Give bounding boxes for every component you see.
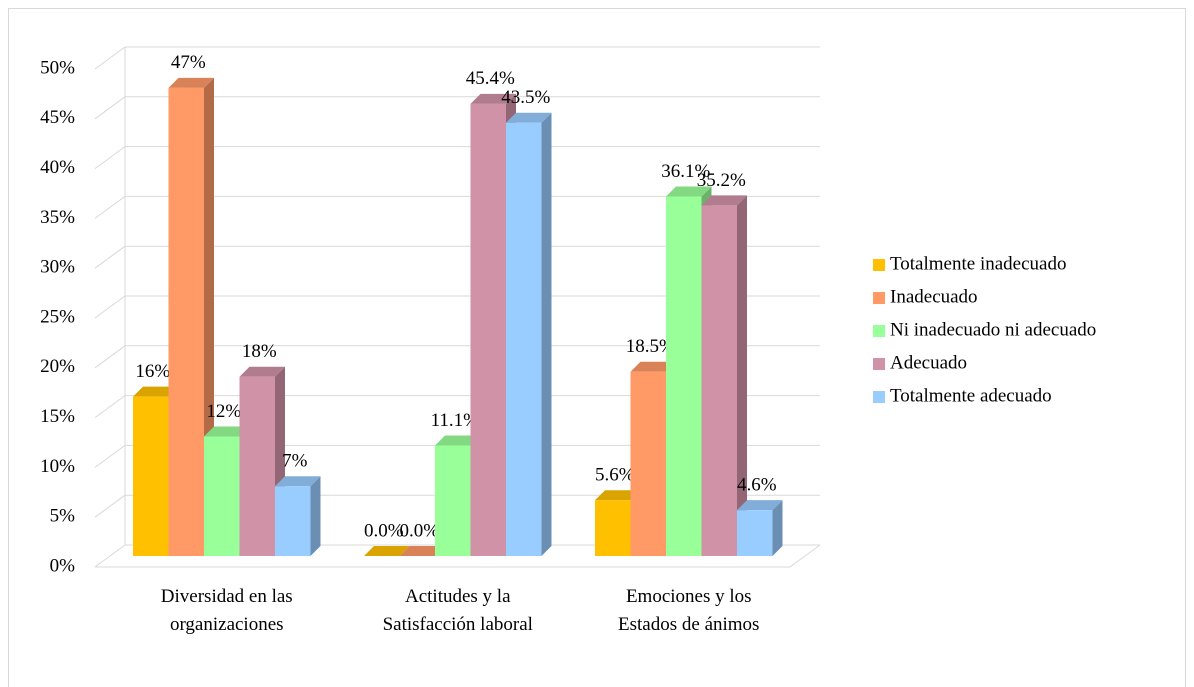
data-label: 5.6% xyxy=(595,465,635,486)
legend-label: Inadecuado xyxy=(890,286,978,307)
bar xyxy=(506,112,552,557)
y-tick-label: 0% xyxy=(50,555,76,576)
bar xyxy=(239,366,285,556)
y-tick-label: 40% xyxy=(40,157,75,178)
legend-label: Totalmente inadecuado xyxy=(890,253,1066,274)
bar-side xyxy=(310,476,321,556)
bar xyxy=(364,546,410,556)
y-tick-label: 15% xyxy=(40,406,75,427)
bar-top xyxy=(239,366,285,377)
grid-line-side xyxy=(94,195,126,219)
bar-side xyxy=(772,500,783,556)
bar-top xyxy=(470,93,516,104)
legend-swatch xyxy=(873,292,885,304)
y-tick-label: 25% xyxy=(40,306,75,327)
x-tick-label: Actitudes y la Satisfacción laboral xyxy=(383,586,533,635)
bar-top xyxy=(133,386,179,397)
grid-line-side xyxy=(94,444,126,468)
data-label: 35.2% xyxy=(697,170,746,191)
grid-line-side xyxy=(94,46,126,70)
bar-front xyxy=(168,87,204,556)
bar-front xyxy=(133,396,169,556)
bar-front xyxy=(701,205,737,556)
data-label: 12% xyxy=(206,401,241,422)
data-label: 36.1% xyxy=(661,161,710,182)
grid-line-side xyxy=(94,544,126,568)
y-tick-label: 20% xyxy=(40,356,75,377)
data-label: 4.6% xyxy=(737,475,777,496)
data-label: 16% xyxy=(135,361,170,382)
data-label: 45.4% xyxy=(466,68,515,89)
bar-front xyxy=(595,500,631,556)
bar-top xyxy=(737,500,783,511)
bar xyxy=(275,476,321,556)
data-label: 11.1% xyxy=(431,410,480,431)
y-tick-label: 45% xyxy=(40,107,75,128)
data-label: 18.5% xyxy=(626,336,675,357)
chart-border xyxy=(8,8,1186,687)
x-tick-label: Emociones y los Estados de ánimos xyxy=(618,586,759,635)
bar-front xyxy=(470,103,506,556)
legend-swatch xyxy=(873,259,885,271)
grid-line-side xyxy=(94,96,126,120)
bar-front xyxy=(666,196,702,556)
x-tick-label: Diversidad en las organizaciones xyxy=(161,586,293,635)
bar xyxy=(701,195,747,556)
bar-front xyxy=(275,486,311,556)
grid-line-side xyxy=(94,295,126,319)
bar-top xyxy=(595,490,641,501)
data-label: 0.0% xyxy=(364,520,404,541)
grid-line-side xyxy=(94,146,126,170)
data-label: 43.5% xyxy=(501,87,550,108)
y-tick-label: 30% xyxy=(40,257,75,278)
legend-label: Adecuado xyxy=(890,352,967,373)
bar-top xyxy=(701,195,747,206)
y-tick-label: 5% xyxy=(50,506,76,527)
grid-line-side xyxy=(94,494,126,518)
bar-top xyxy=(435,435,481,446)
legend-swatch xyxy=(873,358,885,370)
data-label: 0.0% xyxy=(399,520,439,541)
data-label: 18% xyxy=(242,341,277,362)
legend-swatch xyxy=(873,391,885,403)
y-tick-label: 50% xyxy=(40,57,75,78)
bar-side xyxy=(541,112,552,557)
grid-line-side xyxy=(94,395,126,419)
bar-front xyxy=(239,376,275,556)
bar-front xyxy=(506,122,542,557)
bar xyxy=(666,186,712,556)
legend-label: Totalmente adecuado xyxy=(890,385,1052,406)
legend-label: Ni inadecuado ni adecuado xyxy=(890,319,1096,340)
legend-swatch xyxy=(873,325,885,337)
bar-top xyxy=(630,361,676,372)
bar-top xyxy=(666,186,712,197)
y-tick-label: 35% xyxy=(40,207,75,228)
bar-top xyxy=(168,77,214,88)
bar-top xyxy=(399,546,445,556)
grid-line-side xyxy=(94,345,126,369)
y-tick-label: 10% xyxy=(40,456,75,477)
bar-top xyxy=(204,426,250,437)
bar-front xyxy=(630,371,666,556)
data-label: 47% xyxy=(171,52,206,73)
bar xyxy=(399,546,445,556)
bar-top xyxy=(364,546,410,556)
bar xyxy=(737,500,783,556)
bar-side xyxy=(737,195,747,556)
bar-front xyxy=(737,510,773,556)
bar-front xyxy=(204,436,240,556)
bar-front xyxy=(435,445,471,556)
grid-line-side xyxy=(94,245,126,269)
bar-top xyxy=(506,112,552,123)
bar-top xyxy=(275,476,321,487)
data-label: 7% xyxy=(282,451,308,472)
floor-right xyxy=(789,544,821,568)
